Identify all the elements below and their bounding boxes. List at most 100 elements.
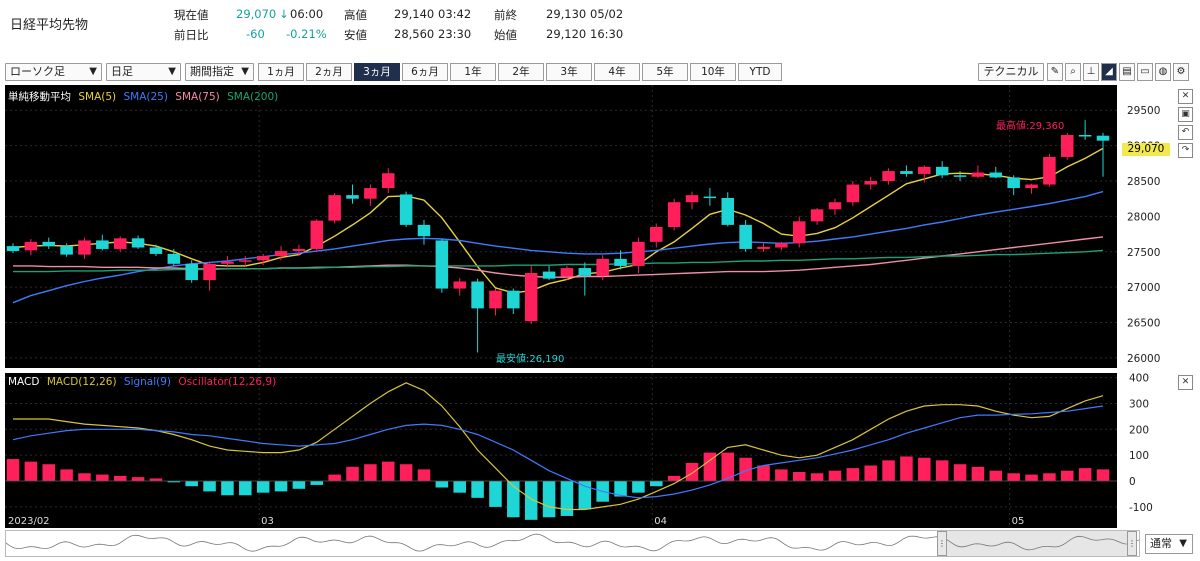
- down-arrow-icon: ↓: [279, 7, 289, 21]
- oscillator-bar: [203, 481, 216, 492]
- period-button-7[interactable]: 4年: [594, 63, 640, 81]
- low-time: 23:30: [438, 27, 472, 41]
- period-button-8[interactable]: 5年: [642, 63, 688, 81]
- candle-body: [685, 195, 699, 203]
- low-label: 安値: [344, 28, 367, 42]
- oscillator-bar: [149, 478, 163, 482]
- oscillator-bar: [882, 460, 895, 482]
- price-chart[interactable]: 2600026500270002750028000285002900029500…: [5, 85, 1195, 528]
- oscillator-bar: [935, 460, 949, 482]
- oscillator-bar: [703, 452, 717, 482]
- candle-body: [131, 238, 145, 248]
- oscillator-bar: [1096, 469, 1110, 482]
- oscillator-bar: [96, 474, 109, 482]
- oscillator-bar: [757, 465, 770, 482]
- candle-body: [703, 196, 717, 199]
- macd-series-1: [12, 405, 1104, 499]
- change-pct: -0.21%: [286, 27, 327, 41]
- period-button-3[interactable]: 6ヵ月: [402, 63, 448, 81]
- period-button-10[interactable]: YTD: [738, 63, 782, 81]
- bar-chart-icon[interactable]: ⊥: [1083, 63, 1099, 81]
- period-button-0[interactable]: 1ヵ月: [258, 63, 304, 81]
- document-icon[interactable]: ▤: [1119, 63, 1135, 81]
- x-tick-label: 03: [261, 516, 274, 527]
- y-tick-label: 27000: [1127, 282, 1160, 294]
- oscillator-bar: [542, 481, 556, 518]
- range-mode-select[interactable]: 期間指定 ▼: [185, 63, 254, 81]
- low-annotation: 最安値:26,190: [496, 354, 565, 365]
- candle-body: [149, 247, 163, 254]
- high-value: 29,140: [394, 7, 435, 21]
- oscillator-bar: [828, 470, 842, 482]
- candle-body: [792, 221, 806, 244]
- pencil-icon[interactable]: ✎: [1047, 63, 1063, 81]
- period-button-1[interactable]: 2ヵ月: [306, 63, 352, 81]
- oscillator-bar: [721, 452, 735, 482]
- candle-body: [1061, 135, 1074, 157]
- sma200-legend: SMA(200): [227, 91, 279, 103]
- macd-line-legend: MACD(12,26): [46, 376, 117, 388]
- navigator-left-handle[interactable]: ⋮: [937, 531, 947, 556]
- gear-icon[interactable]: ⚙: [1173, 63, 1189, 81]
- oscillator-bar: [346, 466, 359, 482]
- oscillator-bar: [810, 473, 824, 482]
- ma-legend-title: 単純移動平均: [8, 91, 71, 103]
- technical-button[interactable]: テクニカル: [978, 63, 1044, 81]
- oscillator-bar: [113, 475, 127, 482]
- oscillator-bar: [739, 457, 752, 482]
- oscillator-bar: [381, 461, 395, 482]
- macd-y-tick-label: 0: [1129, 476, 1136, 488]
- candle-body: [953, 175, 967, 177]
- candle-body: [310, 220, 324, 249]
- period-button-4[interactable]: 1年: [450, 63, 496, 81]
- oscillator-bar: [1025, 474, 1038, 482]
- candle-body: [6, 246, 20, 252]
- candle-body: [560, 268, 574, 277]
- close-macd-icon[interactable]: ✕: [1178, 375, 1193, 390]
- oscillator-bar: [846, 468, 860, 482]
- candle-body: [632, 241, 645, 266]
- oscillator-bar: [560, 481, 574, 516]
- candle-body: [846, 184, 860, 203]
- prev-close-date: 05/02: [590, 7, 624, 21]
- oscillator-bar: [900, 456, 913, 482]
- globe-icon[interactable]: ◍: [1155, 63, 1171, 81]
- oscillator-bar: [453, 481, 466, 493]
- candle-body: [900, 171, 913, 174]
- redo-icon[interactable]: ↷: [1178, 143, 1193, 158]
- folder-icon[interactable]: ▭: [1137, 63, 1153, 81]
- interval-select[interactable]: 日足 ▼: [106, 63, 181, 81]
- lock-icon[interactable]: ▣: [1178, 107, 1193, 122]
- high-label: 高値: [344, 8, 367, 22]
- period-button-6[interactable]: 3年: [546, 63, 592, 81]
- oscillator-bar: [310, 481, 324, 485]
- line-chart-icon[interactable]: ◢: [1101, 63, 1117, 81]
- oscillator-bar: [792, 471, 806, 482]
- close-icon[interactable]: ✕: [1178, 89, 1193, 104]
- display-mode-select[interactable]: 通常 ▼: [1145, 534, 1193, 554]
- sma75-legend: SMA(75): [175, 91, 220, 103]
- period-button-5[interactable]: 2年: [498, 63, 544, 81]
- sma5-legend: SMA(5): [78, 91, 117, 103]
- oscillator-bar: [489, 481, 502, 507]
- sma25-legend: SMA(25): [123, 91, 168, 103]
- candle-body: [274, 251, 288, 257]
- navigator-right-handle[interactable]: ⋮: [1127, 531, 1137, 556]
- zoom-icon[interactable]: ⌕: [1065, 63, 1081, 81]
- macd-legend: MACD MACD(12,26) Signal(9) Oscillator(12…: [8, 376, 280, 388]
- macd-legend-title: MACD: [8, 376, 40, 388]
- x-tick-label: 05: [1012, 516, 1025, 527]
- period-button-2[interactable]: 3ヵ月: [354, 63, 400, 81]
- main-plot-bg: [5, 85, 1117, 368]
- range-navigator[interactable]: [5, 530, 1140, 557]
- candle-body: [381, 173, 395, 189]
- chart-type-select[interactable]: ローソク足 ▼: [5, 63, 102, 81]
- candle-body: [24, 241, 38, 251]
- macd-y-tick-label: 200: [1129, 424, 1149, 436]
- undo-icon[interactable]: ↶: [1178, 125, 1193, 140]
- open-value: 29,120: [546, 27, 587, 41]
- period-button-9[interactable]: 10年: [690, 63, 736, 81]
- candle-body: [828, 202, 842, 210]
- oscillator-bar: [24, 461, 38, 482]
- candle-body: [399, 194, 413, 225]
